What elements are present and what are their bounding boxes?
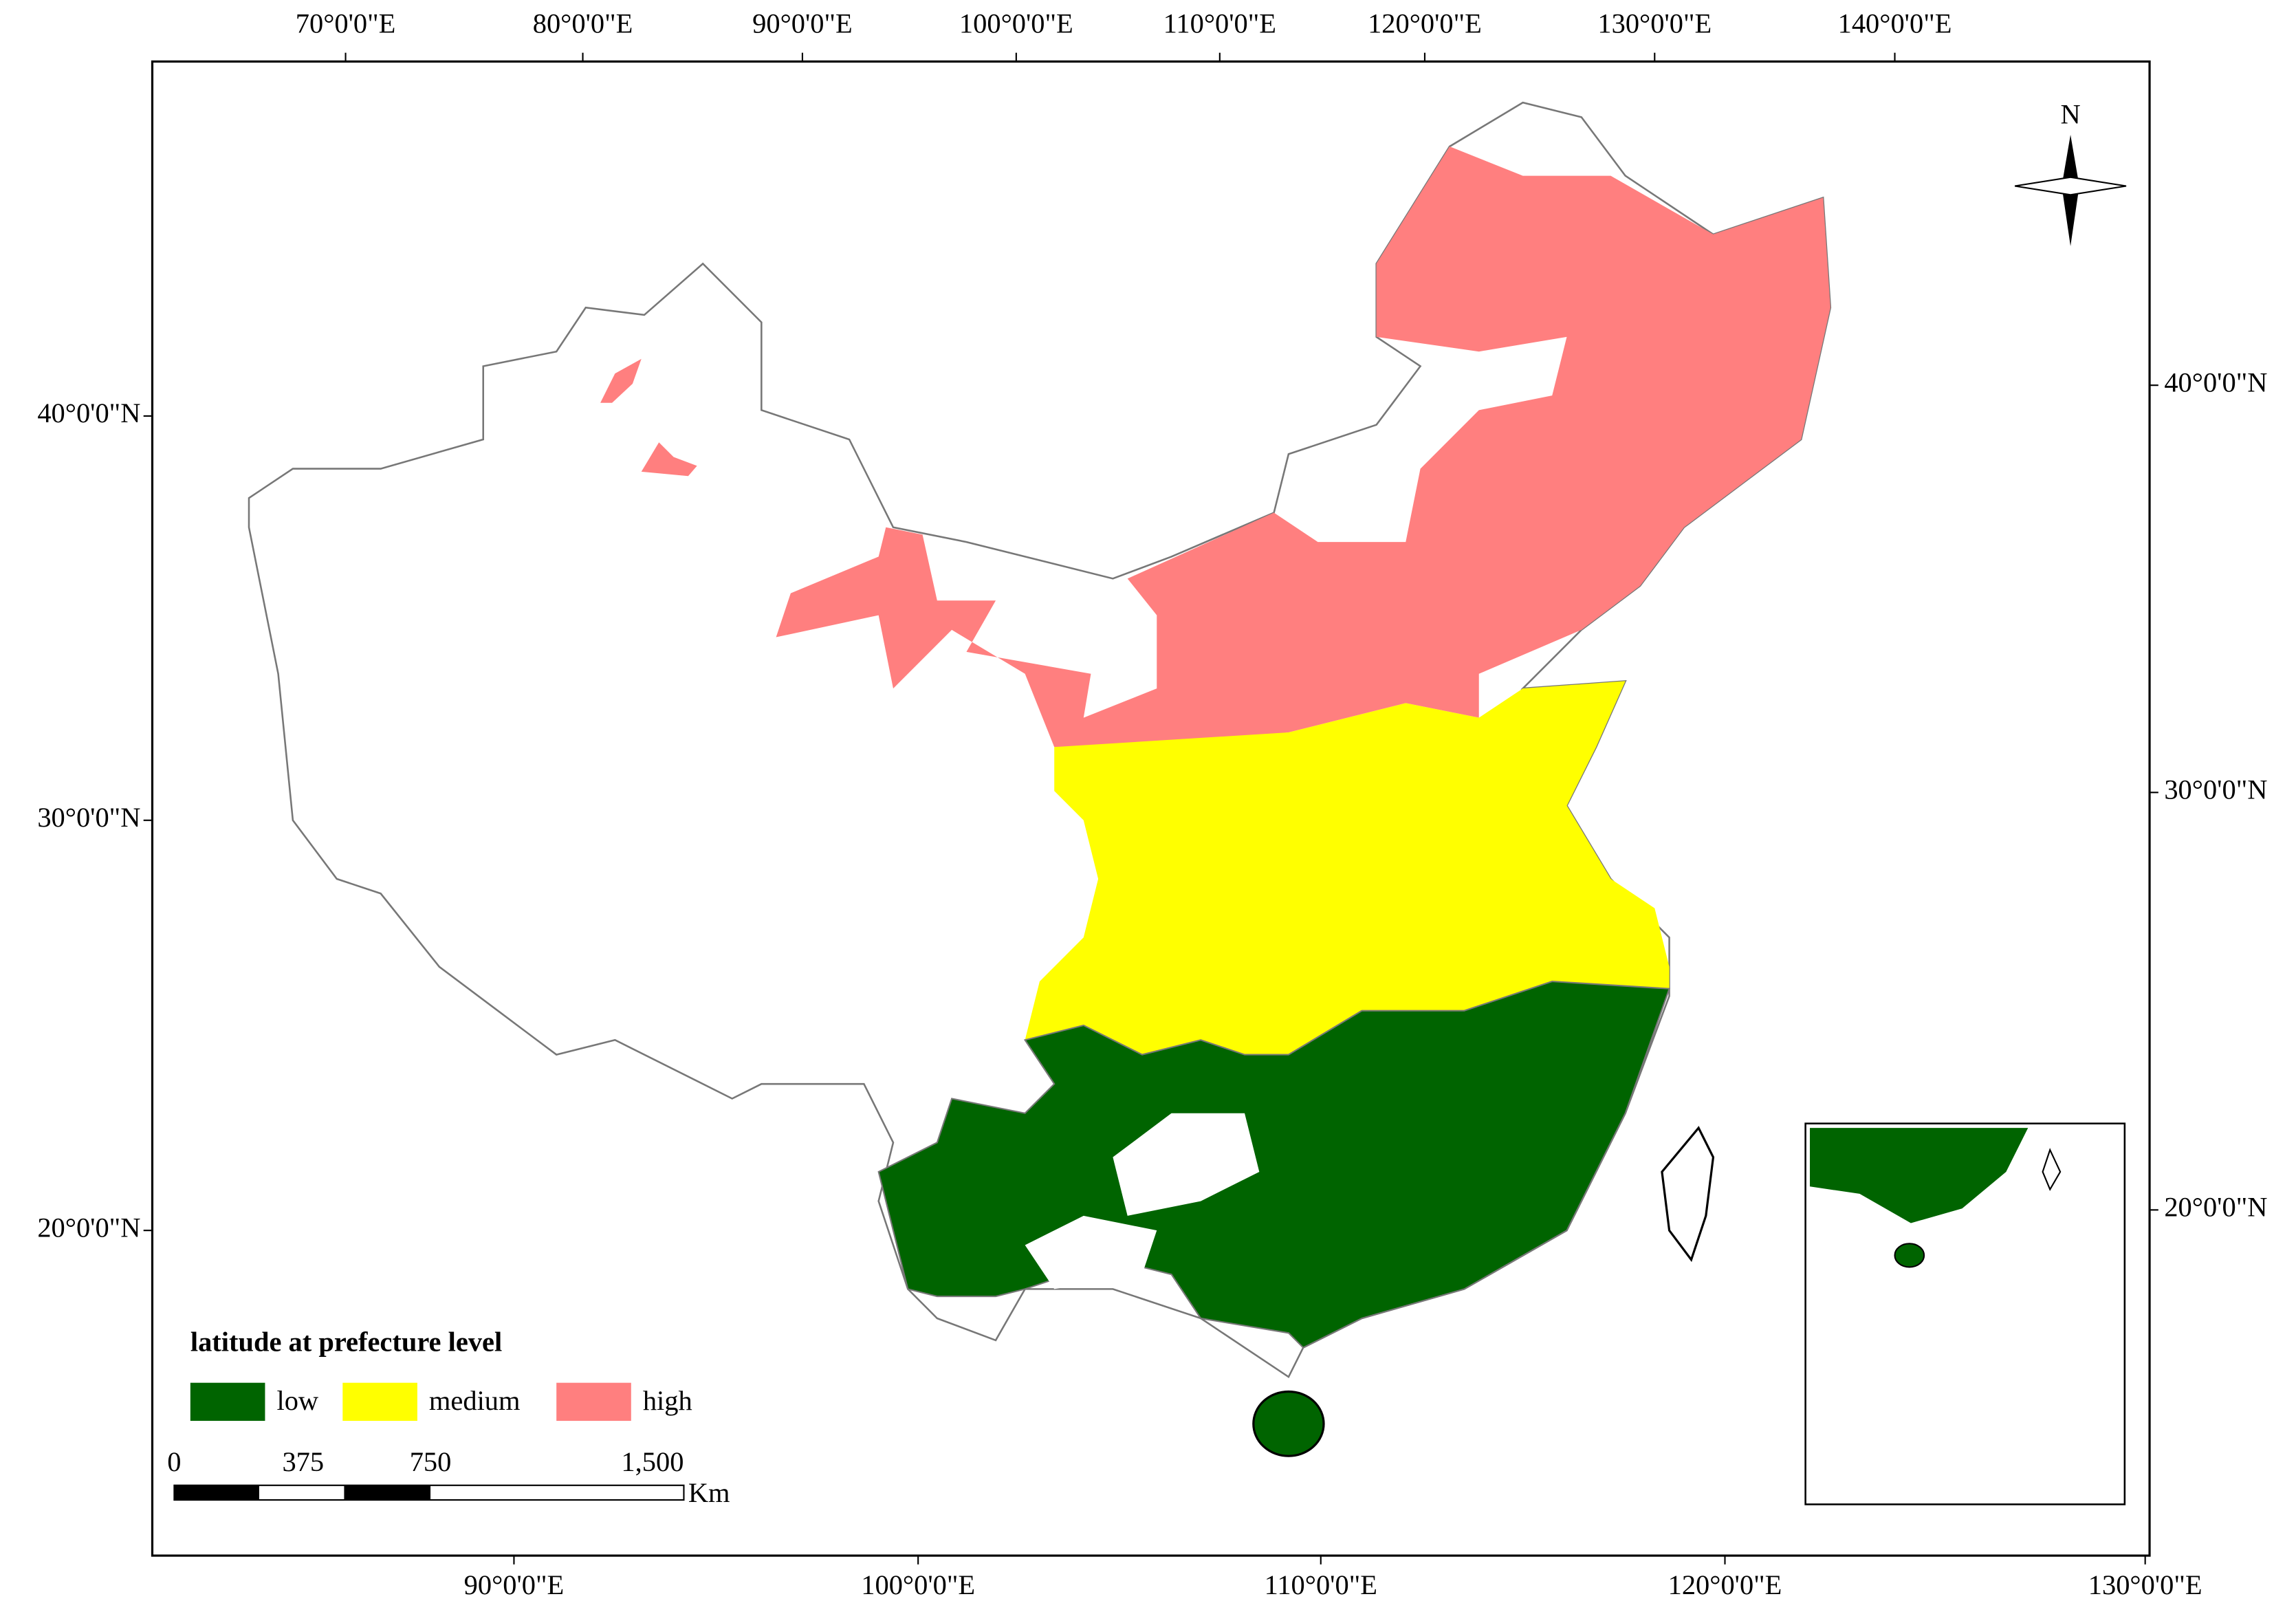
white-patch [1025, 1215, 1157, 1289]
scale-label: 0 [167, 1446, 181, 1477]
legend-swatch [342, 1382, 417, 1422]
top-label: 140°0'0"E [1838, 8, 1952, 39]
medium-region [1025, 681, 1670, 1055]
scale-segment [174, 1485, 259, 1501]
legend-label: low [276, 1385, 318, 1416]
left-label: 40°0'0"N [37, 397, 140, 428]
top-label: 70°0'0"E [296, 8, 396, 39]
legend-title: latitude at prefecture level [190, 1327, 502, 1358]
legend-swatch [190, 1382, 265, 1422]
scale-label: 375 [282, 1446, 324, 1477]
bottom-label: 100°0'0"E [861, 1569, 975, 1600]
top-label: 90°0'0"E [752, 8, 853, 39]
bottom-label: 120°0'0"E [1668, 1569, 1782, 1600]
north-label: N [2060, 99, 2080, 130]
top-label: 80°0'0"E [533, 8, 633, 39]
north-arrow: N [2014, 99, 2127, 246]
white-patch [1113, 1113, 1260, 1216]
legend-swatch [556, 1382, 631, 1422]
inset-low [1810, 1128, 2029, 1223]
top-label: 110°0'0"E [1163, 8, 1276, 39]
scale-label: 750 [410, 1446, 452, 1477]
bottom-label: 110°0'0"E [1265, 1569, 1377, 1600]
scale-unit: Km [688, 1477, 730, 1508]
inset-island [1894, 1243, 1925, 1268]
high-region [641, 442, 697, 477]
right-label: 40°0'0"N [2164, 367, 2267, 397]
legend-label: high [643, 1385, 692, 1416]
scale-segment [344, 1485, 431, 1501]
island [1661, 1126, 1715, 1263]
high-region [776, 146, 1830, 748]
island [1252, 1390, 1325, 1457]
bottom-label: 90°0'0"E [464, 1569, 565, 1600]
top-label: 130°0'0"E [1597, 8, 1712, 39]
bottom-label: 130°0'0"E [2088, 1569, 2202, 1600]
right-label: 20°0'0"N [2164, 1192, 2267, 1223]
top-label: 100°0'0"E [959, 8, 1073, 39]
left-label: 30°0'0"N [37, 802, 140, 833]
scale-label: 1,500 [621, 1446, 684, 1477]
high-region [600, 358, 642, 403]
legend-label: medium [429, 1385, 521, 1416]
top-label: 120°0'0"E [1368, 8, 1482, 39]
inset-island [2042, 1148, 2062, 1191]
right-label: 30°0'0"N [2164, 774, 2267, 805]
left-label: 20°0'0"N [37, 1212, 140, 1243]
